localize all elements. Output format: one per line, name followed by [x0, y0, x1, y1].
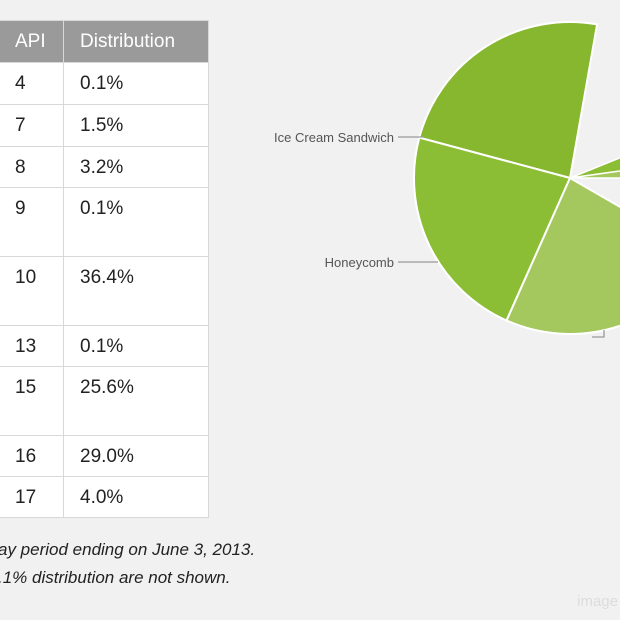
- pie-label: Honeycomb: [325, 255, 394, 270]
- pie-slice-2: [505, 176, 620, 335]
- footnote-hidden: .1% distribution are not shown.: [0, 568, 231, 587]
- footnote-period: ay period ending on June 3, 2013.: [0, 540, 256, 559]
- table-row: 16 29.0%: [0, 435, 209, 477]
- api-cell: 10: [0, 256, 64, 326]
- table-body: 4 0.1% 7 1.5% 8 3.2% 9 0.1% 10 36.4% 13 0.1% 15 25.6%…: [0, 62, 209, 518]
- distribution-cell: 0.1%: [63, 62, 209, 105]
- distribution-table: API Distribution 4 0.1% 7 1.5% 8 3.2% 9 0.1% 10 3…: [0, 20, 209, 518]
- leader-line: [592, 330, 605, 338]
- pie-label: Ice Cream Sandwich: [274, 130, 394, 145]
- distribution-cell: 3.2%: [63, 146, 209, 188]
- distribution-cell: 1.5%: [63, 104, 209, 147]
- pie-slice-1: [413, 136, 572, 322]
- api-cell: 7: [0, 104, 64, 147]
- api-cell: 17: [0, 476, 64, 518]
- table-row: 10 36.4%: [0, 256, 209, 326]
- distribution-cell: 0.1%: [63, 187, 209, 257]
- table-row: 4 0.1%: [0, 62, 209, 105]
- header-distribution: Distribution: [63, 20, 209, 63]
- distribution-cell: 0.1%: [63, 325, 209, 367]
- table-row: 8 3.2%: [0, 146, 209, 188]
- distribution-cell: 29.0%: [63, 435, 209, 477]
- table-row: 17 4.0%: [0, 476, 209, 518]
- api-cell: 15: [0, 366, 64, 436]
- table-header-row: API Distribution: [0, 20, 209, 63]
- table-row: 7 1.5%: [0, 104, 209, 147]
- header-api: API: [0, 20, 64, 63]
- table-row: 9 0.1%: [0, 187, 209, 257]
- distribution-cell: 4.0%: [63, 476, 209, 518]
- distribution-cell: 36.4%: [63, 256, 209, 326]
- watermark-text: image: [577, 593, 618, 610]
- pie-slice-small: [569, 170, 620, 179]
- pie-slice-0: [418, 21, 599, 180]
